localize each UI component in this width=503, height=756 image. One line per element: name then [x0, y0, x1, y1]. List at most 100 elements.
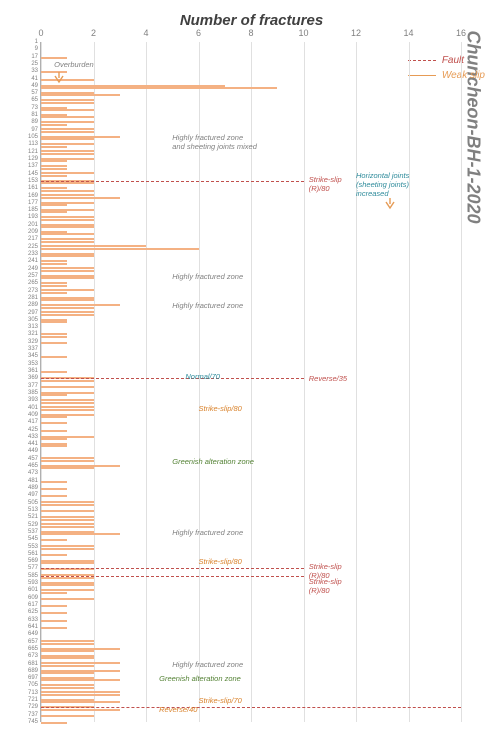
- fracture-bar: [41, 672, 94, 674]
- ytick: 273: [16, 288, 38, 294]
- ytick: 377: [16, 383, 38, 389]
- fracture-bar: [41, 292, 67, 294]
- ytick: 625: [16, 609, 38, 615]
- ytick: 689: [16, 668, 38, 674]
- fracture-bar: [41, 416, 67, 418]
- ytick: 9: [16, 46, 38, 52]
- ytick: 265: [16, 280, 38, 286]
- ytick: 193: [16, 214, 38, 220]
- fracture-bar: [41, 371, 67, 373]
- fracture-bar: [41, 285, 67, 287]
- ytick: 473: [16, 470, 38, 476]
- plot-area: 0246810121416191725334149576573818997105…: [40, 42, 461, 722]
- fracture-bar: [41, 87, 277, 89]
- fracture-bar: [41, 548, 94, 550]
- ytick: 369: [16, 375, 38, 381]
- fracture-bar: [41, 715, 94, 717]
- fracture-bar: [41, 190, 94, 192]
- fracture-bar: [41, 321, 67, 323]
- fracture-bar: [41, 175, 67, 177]
- ytick: 65: [16, 97, 38, 103]
- fracture-bar: [41, 701, 120, 703]
- annotation: Highly fractured zone: [172, 528, 243, 537]
- ytick: 241: [16, 258, 38, 264]
- ytick: 577: [16, 565, 38, 571]
- fracture-bar: [41, 467, 94, 469]
- annotation: Reverse/35: [309, 374, 347, 383]
- xtick: 4: [143, 28, 148, 38]
- ytick: 73: [16, 105, 38, 111]
- gridline: [409, 42, 410, 722]
- fracture-bar: [41, 248, 199, 250]
- xtick: 6: [196, 28, 201, 38]
- ytick: 441: [16, 441, 38, 447]
- xtick: 12: [351, 28, 361, 38]
- fault-line: [41, 181, 304, 182]
- ytick: 169: [16, 193, 38, 199]
- fracture-bar: [41, 620, 67, 622]
- fracture-bar: [41, 488, 67, 490]
- ytick: 345: [16, 353, 38, 359]
- ytick: 505: [16, 500, 38, 506]
- gridline: [461, 42, 462, 722]
- fracture-bar: [41, 481, 67, 483]
- chart-title: Number of fractures: [0, 12, 503, 29]
- fracture-bar: [41, 504, 94, 506]
- fracture-bar: [41, 510, 94, 512]
- ytick: 633: [16, 617, 38, 623]
- fracture-bar: [41, 131, 94, 133]
- marker-arrow-icon: [384, 196, 396, 215]
- ytick: 89: [16, 119, 38, 125]
- xtick: 16: [456, 28, 466, 38]
- ytick: 393: [16, 397, 38, 403]
- fracture-bar: [41, 577, 94, 579]
- fracture-bar: [41, 270, 94, 272]
- xtick: 8: [248, 28, 253, 38]
- fracture-bar: [41, 687, 94, 689]
- ytick: 145: [16, 171, 38, 177]
- ytick: 641: [16, 624, 38, 630]
- ytick: 449: [16, 448, 38, 454]
- fracture-bar: [41, 598, 94, 600]
- ytick: 585: [16, 573, 38, 579]
- fracture-bar: [41, 138, 94, 140]
- ytick: 49: [16, 83, 38, 89]
- annotation: Strike-slip/80: [199, 404, 242, 413]
- fracture-bar: [41, 197, 120, 199]
- fracture-bar: [41, 519, 94, 521]
- ytick: 537: [16, 529, 38, 535]
- ytick: 649: [16, 631, 38, 637]
- annotation: Strike-slip(R)/80: [309, 175, 342, 193]
- ytick: 401: [16, 405, 38, 411]
- annotation: Highly fractured zoneand sheeting joints…: [172, 133, 257, 151]
- ytick: 673: [16, 653, 38, 659]
- fracture-bar: [41, 241, 94, 243]
- ytick: 57: [16, 90, 38, 96]
- ytick: 497: [16, 492, 38, 498]
- gridline: [304, 42, 305, 722]
- fracture-bar: [41, 79, 94, 81]
- fracture-bar: [41, 460, 94, 462]
- ytick: 33: [16, 68, 38, 74]
- annotation: Normal/70: [185, 372, 220, 381]
- annotation: Highly fractured zone: [172, 272, 243, 281]
- fracture-bar: [41, 109, 94, 111]
- ytick: 433: [16, 434, 38, 440]
- ytick: 185: [16, 207, 38, 213]
- ytick: 713: [16, 690, 38, 696]
- fracture-bar: [41, 255, 94, 257]
- ytick: 1: [16, 39, 38, 45]
- fracture-bar: [41, 584, 94, 586]
- ytick: 681: [16, 661, 38, 667]
- ytick: 665: [16, 646, 38, 652]
- annotation: Strike-slip/80: [199, 557, 242, 566]
- ytick: 281: [16, 295, 38, 301]
- ytick: 129: [16, 156, 38, 162]
- ytick: 217: [16, 236, 38, 242]
- ytick: 81: [16, 112, 38, 118]
- ytick: 361: [16, 368, 38, 374]
- xtick: 14: [403, 28, 413, 38]
- ytick: 337: [16, 346, 38, 352]
- ytick: 745: [16, 719, 38, 725]
- ytick: 305: [16, 317, 38, 323]
